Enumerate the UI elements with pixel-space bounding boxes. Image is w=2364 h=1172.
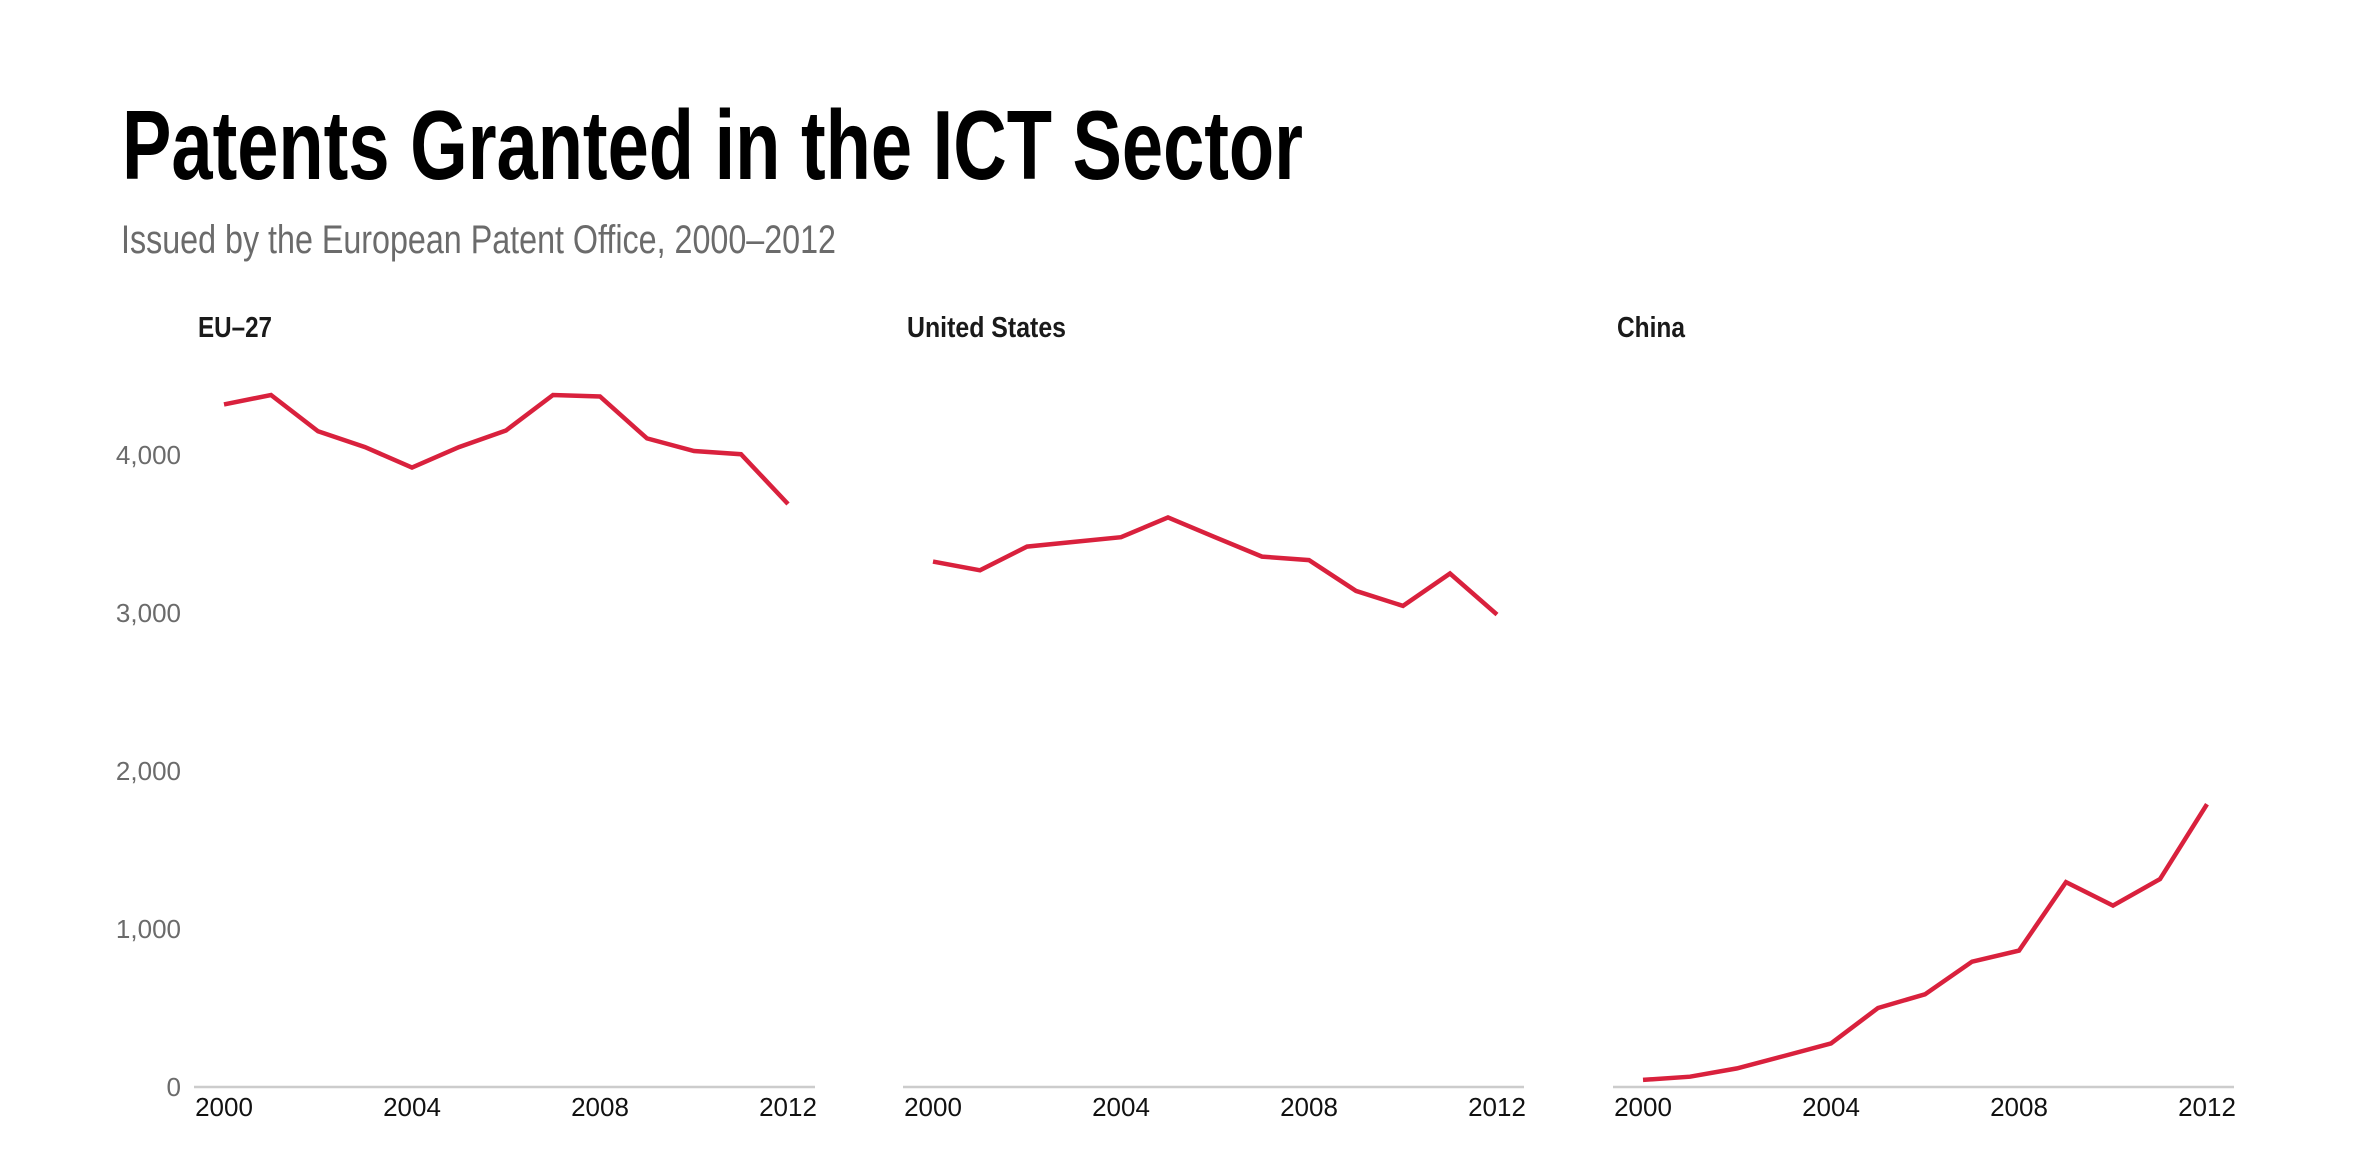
chart-subtitle: Issued by the European Patent Office, 20… [121, 218, 836, 262]
x-tick-label: 2012 [2178, 1092, 2236, 1122]
series-line [1642, 803, 2209, 1083]
panel-title: China [1617, 312, 1686, 344]
y-tick-label: 2,000 [116, 756, 181, 786]
panel-united-states: United States 2000 2004 2008 2012 [903, 312, 1526, 1122]
x-tick-label: 2000 [195, 1092, 253, 1122]
x-tick-label: 2004 [383, 1092, 441, 1122]
x-tick-label: 2000 [1614, 1092, 1672, 1122]
panel-eu-27: EU–27 2000 2004 2008 2012 [194, 312, 817, 1122]
series-line [223, 392, 790, 506]
chart-title: Patents Granted in the ICT Sector [122, 90, 1303, 200]
x-tick-label: 2012 [1468, 1092, 1526, 1122]
panel-title: EU–27 [198, 312, 272, 344]
x-tick-label: 2012 [759, 1092, 817, 1122]
x-tick-label: 2008 [1280, 1092, 1338, 1122]
panel-title: United States [907, 312, 1066, 344]
panel-china: China 2000 2004 2008 2012 [1613, 312, 2236, 1122]
x-tick-label: 2000 [904, 1092, 962, 1122]
series-line [932, 514, 1499, 617]
x-tick-label: 2004 [1092, 1092, 1150, 1122]
y-tick-label: 3,000 [116, 598, 181, 628]
panels: EU–27 2000 2004 2008 2012 United States 2000 20… [194, 312, 2236, 1122]
x-tick-label: 2008 [1990, 1092, 2048, 1122]
x-tick-label: 2008 [571, 1092, 629, 1122]
y-tick-label: 1,000 [116, 914, 181, 944]
y-tick-label: 0 [167, 1072, 181, 1102]
y-tick-label: 4,000 [116, 440, 181, 470]
y-axis: 0 1,000 2,000 3,000 4,000 [116, 440, 181, 1102]
x-tick-label: 2004 [1802, 1092, 1860, 1122]
